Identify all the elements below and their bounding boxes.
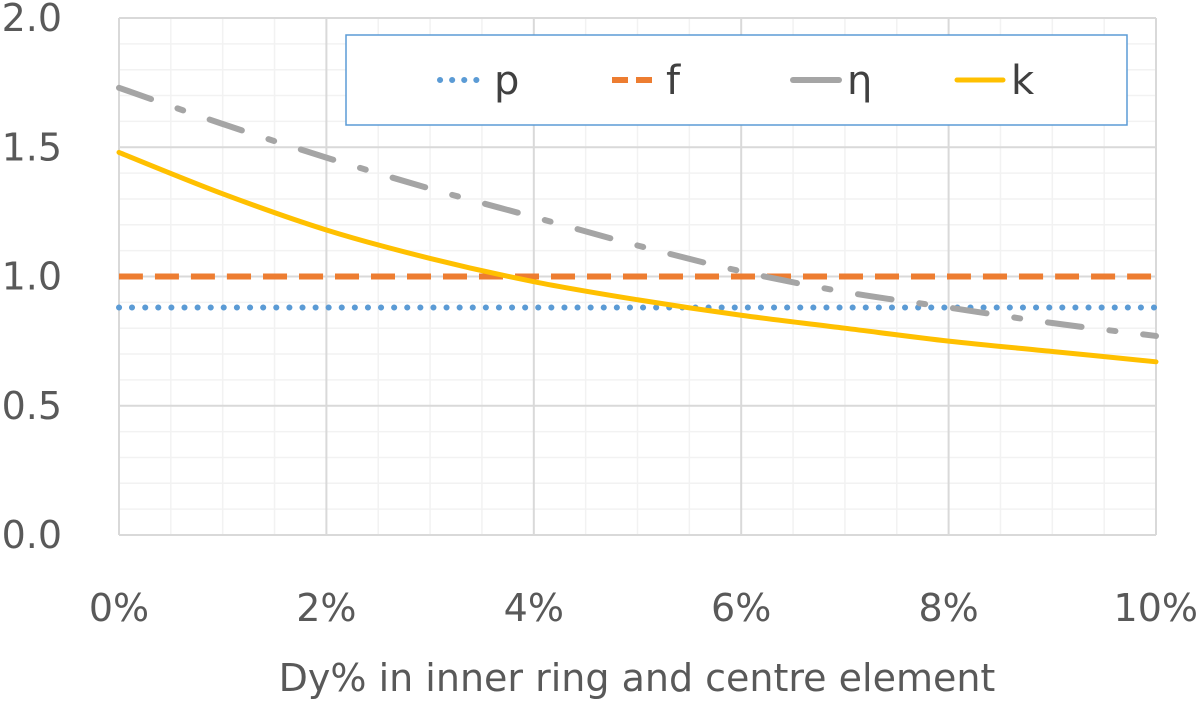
series-layer [116,84,1159,365]
x-tick-label: 6% [711,586,771,630]
y-axis-ticks: 0.0 0.5 1.0 1.5 2.0 [2,0,62,557]
x-tick-label: 8% [918,586,978,630]
y-tick-label: 0.5 [2,384,62,428]
x-tick-label: 0% [89,586,149,630]
y-tick-label: 0.0 [2,513,62,557]
x-axis-ticks: 0% 2% 4% 6% 8% 10% [89,586,1198,630]
legend-label-p: p [494,58,519,104]
legend-label-f: f [666,58,681,104]
y-tick-label: 1.5 [2,125,62,169]
y-tick-label: 1.0 [2,255,62,299]
x-tick-label: 2% [296,586,356,630]
legend-label-k: k [1011,58,1035,104]
y-tick-label: 2.0 [2,0,62,40]
x-tick-label: 4% [504,586,564,630]
x-tick-label: 10% [1114,586,1198,630]
series-line-k [116,149,1159,365]
series-line-η [116,84,1159,339]
x-axis-label: Dy% in inner ring and centre element [279,656,996,700]
legend-label-η: η [847,58,872,104]
